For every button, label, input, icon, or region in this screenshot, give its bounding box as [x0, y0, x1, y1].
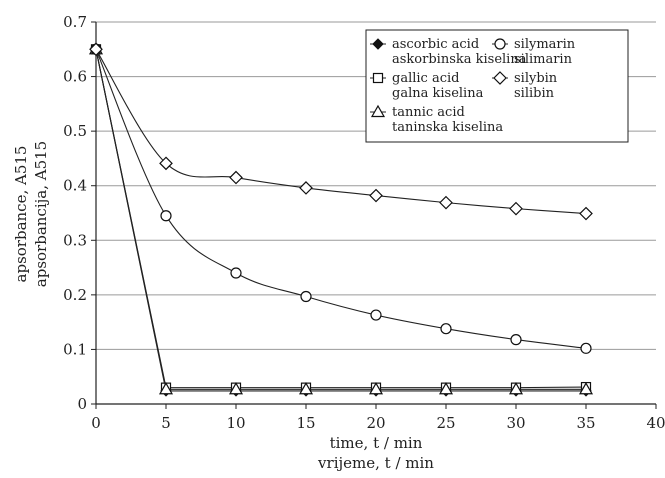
- data-point: [368, 382, 384, 395]
- legend-marker: [372, 38, 384, 50]
- legend-label: gallic acid: [392, 71, 459, 86]
- series-silymarin: [90, 43, 592, 354]
- x-tick-label: 35: [576, 414, 595, 432]
- data-point: [580, 342, 592, 354]
- tick-labels: 0 0.1 0.2 0.3 0.4 0.5 0.6 0.7 0 5 10 15 20 25 30 35 40: [63, 13, 665, 432]
- series-line: [95, 49, 586, 392]
- y-tick-label: 0.4: [63, 177, 87, 195]
- legend-label-2: silimarin: [514, 52, 573, 67]
- data-point: [578, 382, 594, 395]
- x-tick-label: 30: [506, 414, 525, 432]
- x-tick-label: 15: [296, 414, 315, 432]
- data-point: [298, 382, 314, 395]
- x-tick-label: 40: [646, 414, 665, 432]
- x-tick-label: 25: [436, 414, 455, 432]
- x-tick-label: 20: [366, 414, 385, 432]
- legend-marker: [494, 38, 506, 50]
- data-point: [158, 382, 174, 395]
- data-point: [440, 323, 452, 335]
- y-tick-label: 0.7: [63, 13, 87, 31]
- data-point: [369, 188, 383, 203]
- data-point: [229, 170, 243, 185]
- x-axis-label-2: vrijeme, t / min: [317, 454, 434, 472]
- x-tick-label: 5: [161, 414, 171, 432]
- legend-label-2: galna kiselina: [392, 86, 484, 101]
- legend-marker: [493, 71, 507, 85]
- legend-marker: [370, 104, 386, 118]
- y-tick-label: 0.6: [63, 68, 87, 86]
- series-silybin: [89, 42, 593, 221]
- legend-label: ascorbic acid: [392, 37, 479, 52]
- x-axis-label: time, t / min: [330, 434, 423, 452]
- data-point: [438, 382, 454, 395]
- legend-marker: [372, 72, 384, 84]
- data-point: [508, 382, 524, 395]
- y-tick-label: 0: [77, 395, 87, 413]
- y-axis-label-2: apsorbancija, A515: [32, 141, 50, 287]
- data-point: [439, 195, 453, 210]
- data-point: [579, 206, 593, 221]
- y-tick-label: 0.1: [63, 340, 87, 358]
- y-tick-label: 0.3: [63, 231, 87, 249]
- legend-label-2: silibin: [514, 86, 555, 101]
- data-point: [300, 290, 312, 303]
- data-point: [370, 309, 382, 321]
- data-point: [510, 334, 522, 346]
- data-point: [159, 156, 173, 171]
- legend-label-2: taninska kiselina: [392, 120, 503, 135]
- data-point: [509, 201, 523, 216]
- data-point: [230, 267, 242, 279]
- series-group: [88, 42, 594, 397]
- data-point: [228, 382, 244, 395]
- data-point: [299, 181, 313, 195]
- data-point: [160, 210, 172, 222]
- data-point: [89, 42, 103, 57]
- y-tick-label: 0.2: [63, 286, 87, 304]
- legend-label: tannic acid: [392, 105, 465, 120]
- x-tick-label: 10: [226, 414, 245, 432]
- y-tick-label: 0.5: [63, 122, 87, 140]
- series-line: [95, 49, 587, 389]
- x-tick-label: 0: [91, 414, 101, 432]
- legend-label-2: askorbinska kiselina: [392, 52, 527, 67]
- legend-label: silybin: [514, 71, 558, 86]
- series-line: [95, 49, 586, 390]
- y-axis-label: apsorbance, A515: [12, 146, 30, 283]
- legend-label: silymarin: [514, 37, 576, 52]
- series-line: [95, 49, 587, 349]
